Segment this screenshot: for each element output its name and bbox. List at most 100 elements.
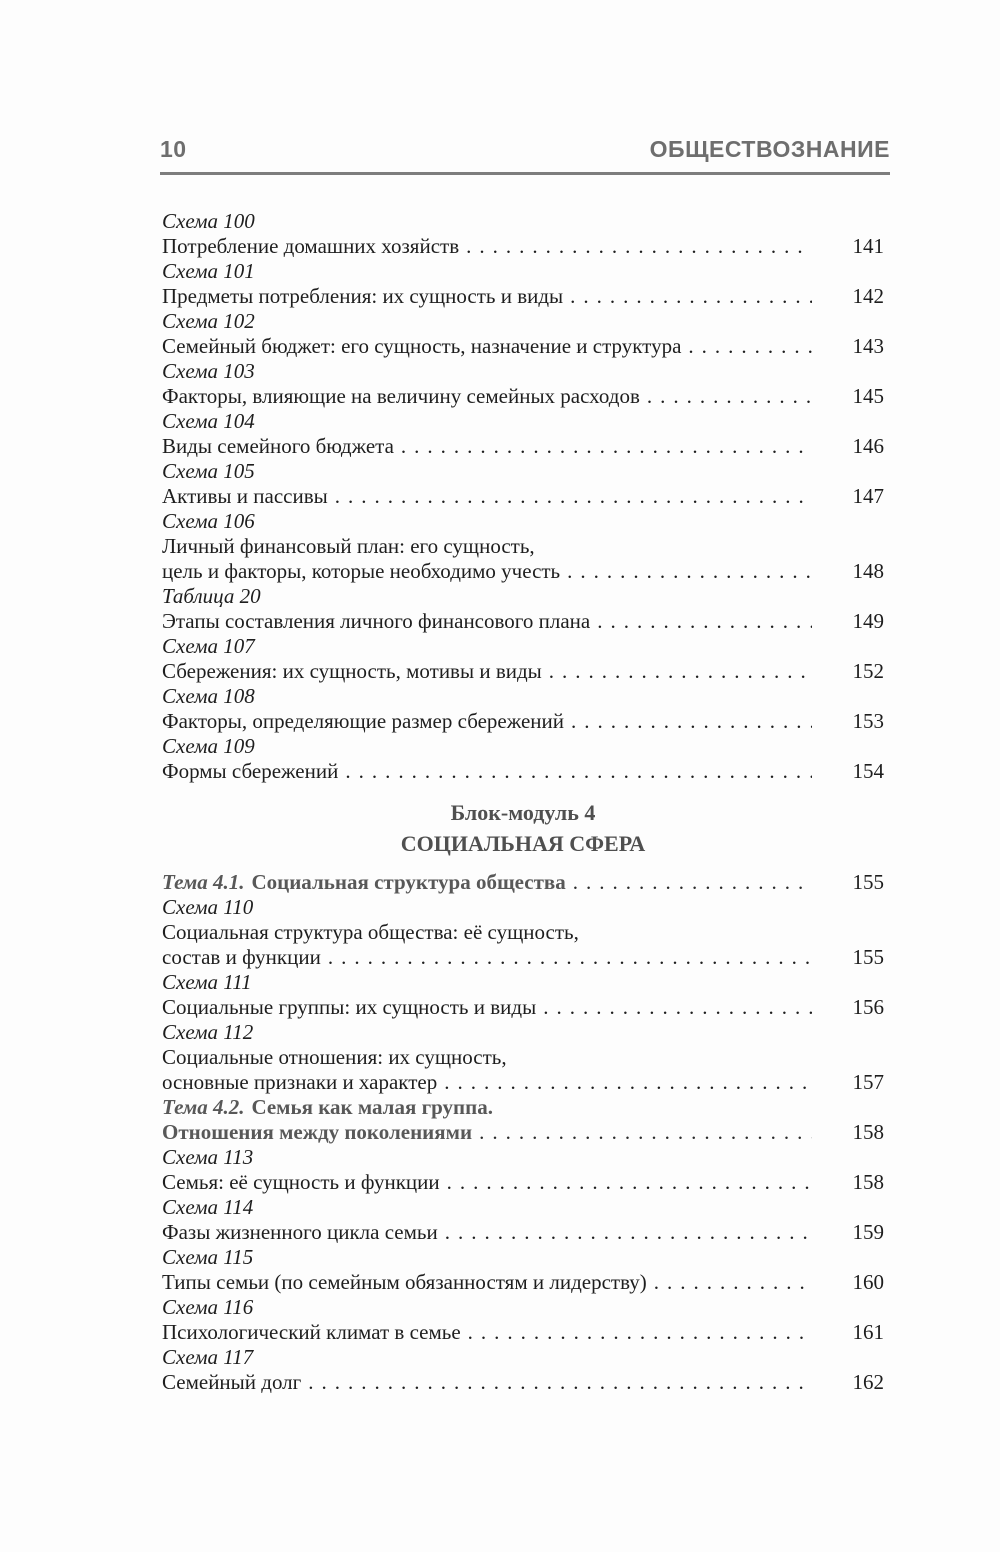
toc-schema-label: Схема 114 [162, 1195, 254, 1219]
toc-entry-text: основные признаки и характер [162, 1070, 438, 1094]
toc-row: Семейный бюджет: его сущность, назначени… [162, 334, 884, 359]
toc-schema-label: Схема 109 [162, 734, 255, 758]
toc-row: Схема 109 [162, 734, 884, 759]
toc-theme-text: Отношения между поколениями [162, 1120, 473, 1144]
toc-schema-label: Схема 103 [162, 359, 255, 383]
running-title: ОБЩЕСТВОЗНАНИЕ [649, 136, 890, 162]
toc-row: Схема 108 [162, 684, 884, 709]
toc-entry-text: Потребление домашних хозяйств [162, 234, 460, 258]
toc-page-number: 154 [852, 759, 885, 783]
dot-leader [570, 284, 812, 309]
toc-page-number: 146 [852, 434, 885, 458]
toc-entry-text: Факторы, влияющие на величину семейных р… [162, 384, 640, 408]
page-number: 10 [160, 136, 187, 162]
toc-row: Фазы жизненного цикла семьи 159 [162, 1220, 884, 1245]
header-rule [160, 172, 890, 175]
section-module-title: Блок-модуль 4 [450, 800, 596, 825]
toc-row: Схема 116 [162, 1295, 884, 1320]
toc-row: Схема 117 [162, 1345, 884, 1370]
toc-page-number: 149 [852, 609, 885, 633]
dot-leader [654, 1270, 812, 1295]
toc-row: Схема 111 [162, 970, 884, 995]
toc-row: Виды семейного бюджета 146 [162, 434, 884, 459]
toc-page-number: 147 [852, 484, 885, 508]
toc-page-number: 162 [852, 1370, 885, 1394]
dot-leader [308, 1370, 812, 1395]
dot-leader [445, 1220, 812, 1245]
dot-leader [543, 995, 812, 1020]
toc-entry-text: Личный финансовый план: его сущность, [162, 534, 535, 558]
toc-schema-label: Схема 101 [162, 259, 255, 283]
dot-leader [466, 234, 812, 259]
toc-page-number: 159 [852, 1220, 885, 1244]
toc-page-number: 156 [852, 995, 885, 1019]
dot-leader [573, 870, 812, 895]
toc-schema-label: Таблица 20 [162, 584, 261, 608]
toc-page-number: 153 [852, 709, 885, 733]
toc-page-number: 143 [852, 334, 885, 358]
toc-schema-label: Схема 100 [162, 209, 255, 233]
toc-page-number: 148 [852, 559, 885, 583]
toc-row: Схема 106 [162, 509, 884, 534]
toc-entry-text: Фазы жизненного цикла семьи [162, 1220, 438, 1244]
toc-row: основные признаки и характер 157 [162, 1070, 884, 1095]
toc-entry-text: Активы и пассивы [162, 484, 328, 508]
toc-row: Тема 4.1.Социальная структура общества 15… [162, 870, 884, 895]
toc-schema-label: Схема 102 [162, 309, 255, 333]
toc-schema-label: Схема 108 [162, 684, 255, 708]
toc-schema-label: Схема 116 [162, 1295, 254, 1319]
toc-page-number: 152 [852, 659, 885, 683]
toc-row: Психологический климат в семье 161 [162, 1320, 884, 1345]
toc-row: Тема 4.2. Семья как малая группа. [162, 1095, 884, 1120]
toc-entry-text: Виды семейного бюджета [162, 434, 394, 458]
toc-page-number: 158 [852, 1120, 885, 1144]
dot-leader [549, 659, 812, 684]
toc-page-number: 142 [852, 284, 885, 308]
dot-leader [335, 484, 812, 509]
dot-leader [401, 434, 812, 459]
toc-row: Схема 115 [162, 1245, 884, 1270]
toc-entry-text: Факторы, определяющие размер сбережений [162, 709, 565, 733]
toc-row: Семейный долг 162 [162, 1370, 884, 1395]
toc-schema-label: Схема 105 [162, 459, 255, 483]
toc-row: Схема 113 [162, 1145, 884, 1170]
toc-row: состав и функции 155 [162, 945, 884, 970]
toc-row: Схема 100 [162, 209, 884, 234]
toc-row: Схема 112 [162, 1020, 884, 1045]
toc-row: Социальные отношения: их сущность, [162, 1045, 884, 1070]
toc-entry-text: Социальные отношения: их сущность, [162, 1045, 507, 1069]
toc-row: Этапы составления личного финансового пл… [162, 609, 884, 634]
toc-row: Схема 110 [162, 895, 884, 920]
dot-leader [597, 609, 812, 634]
toc-row: Предметы потребления: их сущность и виды… [162, 284, 884, 309]
section-sphere-title: СОЦИАЛЬНАЯ СФЕРА [400, 831, 646, 856]
dot-leader [328, 945, 812, 970]
toc-entry-text: Социальные группы: их сущность и виды [162, 995, 537, 1019]
toc-page-number: 141 [852, 234, 885, 258]
dot-leader [567, 559, 812, 584]
toc-page-number: 157 [852, 1070, 885, 1094]
toc-row: Схема 101 [162, 259, 884, 284]
toc-row: Типы семьи (по семейным обязанностям и л… [162, 1270, 884, 1295]
toc-entry-text: Семейный бюджет: его сущность, назначени… [162, 334, 682, 358]
dot-leader [447, 1170, 812, 1195]
toc-row: Потребление домашних хозяйств 141 [162, 234, 884, 259]
toc-page-number: 155 [852, 945, 885, 969]
toc-entry-text: Психологический климат в семье [162, 1320, 461, 1344]
toc-schema-label: Схема 113 [162, 1145, 254, 1169]
toc-row: Сбережения: их сущность, мотивы и виды 15… [162, 659, 884, 684]
toc-schema-label: Схема 106 [162, 509, 255, 533]
toc-row: Социальная структура общества: её сущнос… [162, 920, 884, 945]
toc-row: Схема 103 [162, 359, 884, 384]
page-header: 10 ОБЩЕСТВОЗНАНИЕ [160, 0, 890, 163]
toc-page-number: 161 [852, 1320, 885, 1344]
toc-entry-text: Предметы потребления: их сущность и виды [162, 284, 564, 308]
toc-row: Факторы, влияющие на величину семейных р… [162, 384, 884, 409]
dot-leader [345, 759, 812, 784]
toc-entry-text: Этапы составления личного финансового пл… [162, 609, 591, 633]
toc-theme-text: Социальная структура общества [251, 870, 566, 894]
toc-schema-label: Схема 104 [162, 409, 255, 433]
toc-row: Активы и пассивы 147 [162, 484, 884, 509]
toc-schema-label: Схема 110 [162, 895, 254, 919]
